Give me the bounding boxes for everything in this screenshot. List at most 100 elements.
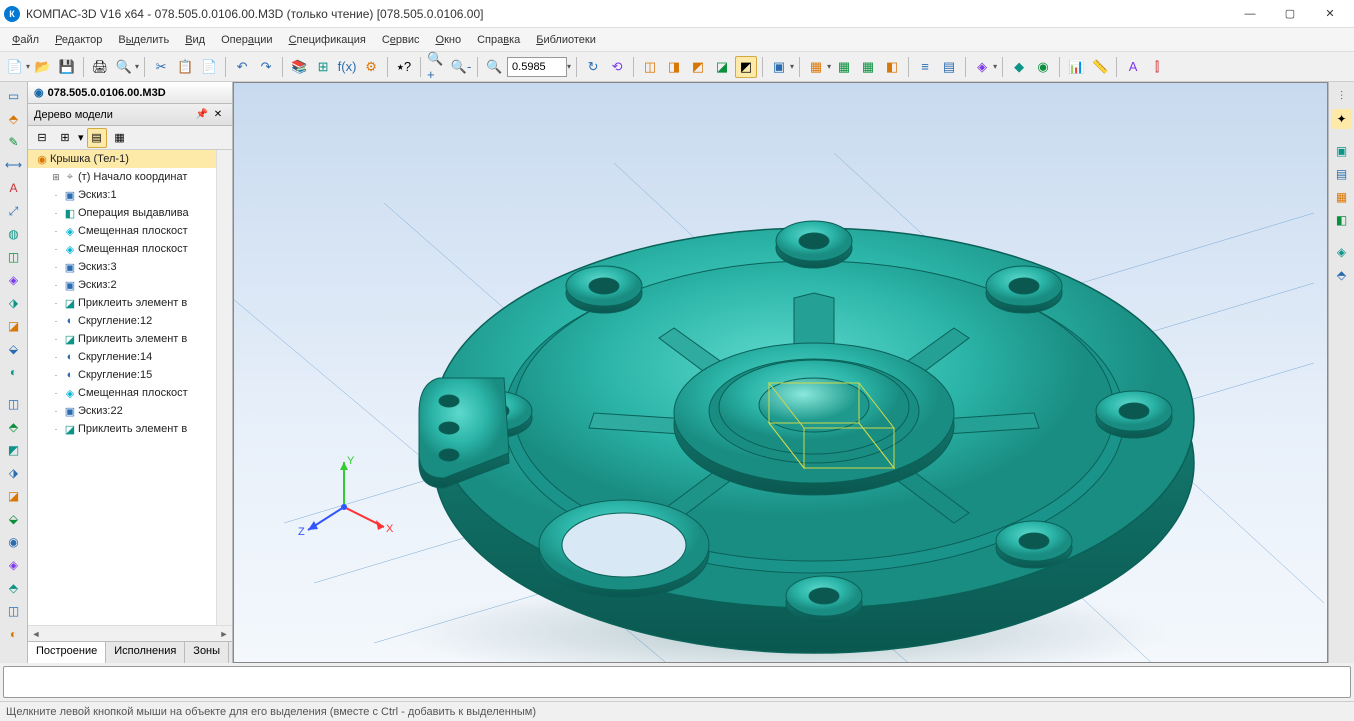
tree-node[interactable]: ·◈Смещенная плоскост [28,384,232,402]
report-button[interactable]: 📊 [1065,56,1087,78]
preview-button[interactable]: 🔍 [113,56,135,78]
rail-bb14-icon[interactable]: ⬘ [4,578,24,598]
rail-bb10-icon[interactable]: ◪ [4,486,24,506]
tree-expander-icon[interactable]: ⊞ [50,172,62,183]
view3-button[interactable]: ▦ [857,56,879,78]
copy-button[interactable]: 📋 [174,56,196,78]
shaded-edges-button[interactable]: ◩ [735,56,757,78]
viewport[interactable]: X Y Z [233,82,1328,663]
rail-bb1-icon[interactable]: ⬘ [4,109,24,129]
zoom-fit-button[interactable]: 🔍 [483,56,505,78]
tree-node[interactable]: ·◪Приклеить элемент в [28,294,232,312]
layers2-button[interactable]: ▤ [938,56,960,78]
tree-node[interactable]: ⊞⌖(т) Начало координат [28,168,232,186]
tree-tab-exec[interactable]: Исполнения [106,642,185,663]
view1-button[interactable]: ▦ [805,56,827,78]
rrail-2-icon[interactable]: ✦ [1332,109,1352,129]
menu-operations[interactable]: Операции [213,31,280,49]
tree-node[interactable]: ·◐Скругление:15 [28,366,232,384]
tree-node[interactable]: ·▣Эскиз:2 [28,276,232,294]
rrail-4-icon[interactable]: ▤ [1332,164,1352,184]
maximize-button[interactable]: ▢ [1270,2,1310,26]
menu-view[interactable]: Вид [177,31,213,49]
cut-button[interactable]: ✂ [150,56,172,78]
render-button[interactable]: ◆ [1008,56,1030,78]
tree-pin-icon[interactable]: 📌 [194,107,210,123]
tree-expander-icon[interactable]: · [50,334,62,344]
menu-edit[interactable]: Редактор [47,31,110,49]
library-button[interactable]: 📚 [288,56,310,78]
rail-surf-icon[interactable]: ◫ [4,247,24,267]
tree-node[interactable]: ·◧Операция выдавлива [28,204,232,222]
menu-libraries[interactable]: Библиотеки [528,31,604,49]
tree-expander-icon[interactable]: · [50,262,62,272]
section-button[interactable]: ◧ [881,56,903,78]
wireframe-button[interactable]: ◫ [639,56,661,78]
rail-dim-icon[interactable]: ⟷ [4,155,24,175]
text-button[interactable]: A [1122,56,1144,78]
zoom-in-button[interactable]: 🔍+ [426,56,448,78]
rail-text-icon[interactable]: A [4,178,24,198]
vars-button[interactable]: ⚙ [360,56,382,78]
tree-view1-button[interactable]: ⊟ [32,128,52,148]
tree-expander-icon[interactable]: · [50,298,62,308]
tree-tab-build[interactable]: Построение [28,642,106,663]
menu-select[interactable]: Выделить [110,31,177,49]
tree-view3-button[interactable]: ▤ [87,128,107,148]
tree-node[interactable]: ·◐Скругление:14 [28,348,232,366]
tree-node[interactable]: ·▣Эскиз:22 [28,402,232,420]
shaded-button[interactable]: ◪ [711,56,733,78]
rail-bb13-icon[interactable]: ◈ [4,555,24,575]
save-button[interactable]: 💾 [56,56,78,78]
rail-axis-icon[interactable]: ⤢ [4,201,24,221]
tree-root[interactable]: ◉ Крышка (Тел-1) [28,150,232,168]
menu-service[interactable]: Сервис [374,31,428,49]
orbit-button[interactable]: ⟲ [606,56,628,78]
tree-view4-button[interactable]: ▦ [110,128,130,148]
rrail-8-icon[interactable]: ⬘ [1332,265,1352,285]
tree-close-icon[interactable]: ✕ [210,107,226,123]
menu-window[interactable]: Окно [428,31,470,49]
menu-file[interactable]: Файл [4,31,47,49]
tree-expander-icon[interactable]: · [50,190,62,200]
tree-expander-icon[interactable]: · [50,406,62,416]
rail-bb16-icon[interactable]: ◐ [4,624,24,644]
rrail-3-icon[interactable]: ▣ [1332,141,1352,161]
rail-bb5-icon[interactable]: ◐ [4,362,24,382]
tree-vscroll[interactable] [216,150,232,625]
tree-expander-icon[interactable]: · [50,370,62,380]
rail-arr-icon[interactable]: ◈ [4,270,24,290]
materials-button[interactable]: ◈ [971,56,993,78]
tree-expander-icon[interactable]: · [50,280,62,290]
tree-expander-icon[interactable]: · [50,226,62,236]
rail-bb7-icon[interactable]: ⬘ [4,417,24,437]
zoom-out-button[interactable]: 🔍- [450,56,472,78]
rail-sketch-icon[interactable]: ✎ [4,132,24,152]
hidden2-button[interactable]: ◩ [687,56,709,78]
tree-node[interactable]: ·▣Эскиз:3 [28,258,232,276]
help-cursor-button[interactable]: ⭑? [393,56,415,78]
hidden-button[interactable]: ◨ [663,56,685,78]
rrail-6-icon[interactable]: ◧ [1332,210,1352,230]
layers-button[interactable]: ≡ [914,56,936,78]
menu-help[interactable]: Справка [469,31,528,49]
persp-button[interactable]: ▣ [768,56,790,78]
rail-bb8-icon[interactable]: ◩ [4,440,24,460]
open-button[interactable]: 📂 [32,56,54,78]
undo-button[interactable]: ↶ [231,56,253,78]
new-doc-button[interactable]: 📄 [4,56,26,78]
lights-button[interactable]: ◉ [1032,56,1054,78]
command-bar[interactable] [3,666,1351,698]
tree-node[interactable]: ·◈Смещенная плоскост [28,240,232,258]
tree-node[interactable]: ·◈Смещенная плоскост [28,222,232,240]
rail-bb11-icon[interactable]: ⬙ [4,509,24,529]
bom-button[interactable]: ⊞ [312,56,334,78]
document-tab[interactable]: ◉ 078.505.0.0106.00.M3D [28,82,232,104]
tree-expander-icon[interactable]: · [50,424,62,434]
tree-expander-icon[interactable]: · [50,316,62,326]
close-button[interactable]: ✕ [1310,2,1350,26]
rail-bb2-icon[interactable]: ⬗ [4,293,24,313]
rail-bb3-icon[interactable]: ◪ [4,316,24,336]
rail-bb15-icon[interactable]: ◫ [4,601,24,621]
rail-bb12-icon[interactable]: ◉ [4,532,24,552]
